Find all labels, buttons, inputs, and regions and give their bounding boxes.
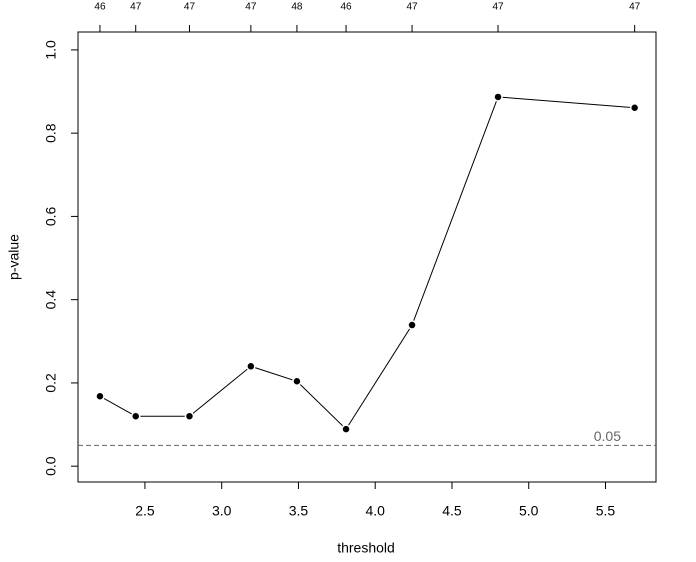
y-tick-label: 0.0 — [43, 456, 59, 476]
point — [493, 92, 503, 102]
x-tick-label: 3.5 — [289, 503, 309, 519]
x-axis-title: threshold — [337, 540, 395, 556]
y-tick-label: 0.6 — [43, 206, 59, 226]
top-label: 47 — [406, 2, 418, 13]
x-tick-label: 4.0 — [365, 503, 385, 519]
plot-frame — [77, 31, 657, 483]
y-tick-label: 1.0 — [43, 40, 59, 60]
y-tick-label: 0.4 — [43, 290, 59, 310]
top-label: 46 — [340, 2, 352, 13]
x-tick-label: 3.0 — [212, 503, 232, 519]
top-label: 47 — [130, 2, 142, 13]
top-label: 48 — [291, 2, 303, 13]
y-axis-title: p-value — [6, 234, 22, 280]
y-tick-label: 0.2 — [43, 373, 59, 393]
point — [130, 411, 141, 421]
x-tick-label: 5.0 — [519, 503, 539, 519]
x-tick-label: 2.5 — [135, 503, 155, 519]
x-tick-label: 4.5 — [442, 503, 462, 519]
y-tick-label: 0.8 — [43, 123, 59, 143]
top-label: 46 — [94, 2, 106, 13]
top-label: 47 — [245, 2, 257, 13]
point — [292, 376, 302, 387]
top-label: 47 — [492, 2, 504, 13]
series-line — [99, 96, 635, 430]
point — [407, 320, 417, 330]
top-label: 47 — [184, 2, 196, 13]
x-tick-label: 5.5 — [596, 503, 616, 519]
point — [246, 361, 256, 372]
point — [341, 424, 351, 434]
reference-label: 0.05 — [594, 428, 621, 444]
point — [184, 411, 195, 421]
top-label: 47 — [629, 2, 641, 13]
point — [629, 103, 640, 113]
point — [95, 391, 105, 401]
